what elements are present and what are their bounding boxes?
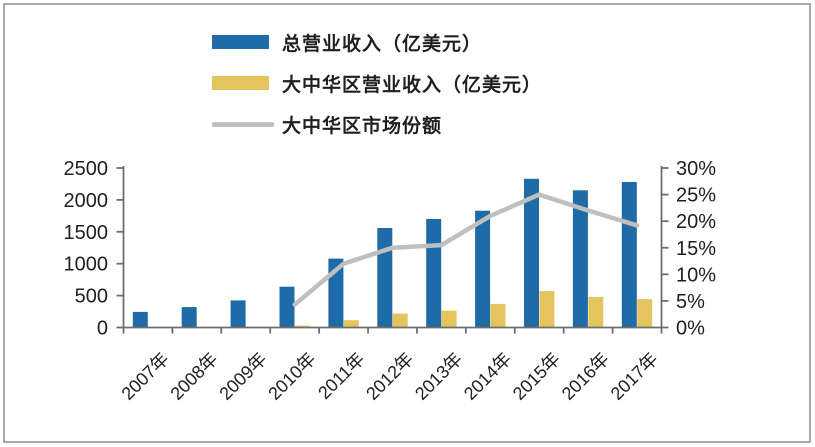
right-axis-tick-label: 0% (676, 318, 705, 340)
x-axis-label-2011年: 2011年 (314, 349, 368, 403)
total-revenue-bar-2016年 (572, 190, 588, 328)
x-axis-label-2015年: 2015年 (509, 349, 564, 404)
left-axis-tick-label: 500 (75, 286, 108, 308)
total-revenue-bar-2010年 (279, 286, 295, 328)
market-share-line (292, 192, 640, 307)
greater-china-bar-2014年 (490, 303, 506, 328)
x-axis-label-2007年: 2007年 (118, 349, 173, 404)
legend-item-greater-china-revenue: 大中华区营业收入（亿美元） (212, 72, 543, 96)
greater-china-bar-2017年 (637, 299, 653, 328)
total-revenue-bar-2012年 (377, 228, 393, 328)
x-axis-label-2013年: 2013年 (411, 349, 466, 404)
left-axis-tick-label: 2000 (64, 190, 109, 212)
left-axis-tick-label: 2500 (64, 158, 109, 180)
x-axis-label-2014年: 2014年 (460, 349, 515, 404)
greater-china-bar-2012年 (392, 313, 408, 328)
market-share-line-swatch-icon (212, 121, 274, 127)
left-axis-tick-label: 0 (97, 318, 108, 340)
x-axis-label-2010年: 2010年 (264, 349, 319, 404)
total-revenue-bar-2017年 (621, 182, 637, 328)
total-revenue-bar-2013年 (426, 219, 442, 328)
total-revenue-bar-2007年 (132, 311, 148, 328)
total-revenue-bar-2009年 (230, 300, 246, 328)
x-axis-label-2017年: 2017年 (607, 349, 662, 404)
right-axis-tick-label: 20% (676, 211, 716, 233)
legend-label-greater-china-revenue: 大中华区营业收入（亿美元） (282, 73, 543, 96)
legend-label-market-share: 大中华区市场份额 (282, 114, 443, 137)
x-axis-label-2016年: 2016年 (558, 349, 613, 404)
total-revenue-bar-2014年 (475, 210, 491, 328)
x-axis-label-2012年: 2012年 (362, 349, 417, 404)
right-axis-tick-label: 15% (676, 238, 716, 260)
x-axis-label-2009年: 2009年 (215, 349, 270, 404)
greater-china-bar-2016年 (588, 296, 604, 328)
legend-item-total-revenue: 总营业收入（亿美元） (212, 31, 542, 55)
right-axis-tick-label: 5% (676, 291, 705, 313)
legend: 总营业收入（亿美元） 大中华区营业收入（亿美元） 大中华区市场份额 (212, 31, 543, 137)
greater-china-revenue-swatch-icon (212, 76, 269, 90)
greater-china-bar-2011年 (343, 320, 359, 328)
greater-china-bar-2010年 (294, 325, 310, 328)
total-revenue-swatch-icon (212, 35, 269, 49)
total-revenue-bar-2008年 (181, 307, 197, 328)
greater-china-bar-2015年 (539, 291, 555, 328)
legend-label-total-revenue: 总营业收入（亿美元） (282, 32, 483, 55)
right-axis-tick-label: 10% (676, 264, 716, 286)
legend-item-market-share: 大中华区市场份额 (212, 113, 542, 137)
total-revenue-bar-2015年 (524, 178, 539, 328)
greater-china-bar-2013年 (441, 310, 457, 328)
x-axis-label-2008年: 2008年 (167, 349, 222, 404)
right-axis-tick-label: 30% (676, 158, 716, 180)
left-axis-tick-label: 1000 (64, 254, 109, 276)
right-axis-tick-label: 25% (676, 185, 716, 207)
left-axis-tick-label: 1500 (64, 222, 109, 244)
